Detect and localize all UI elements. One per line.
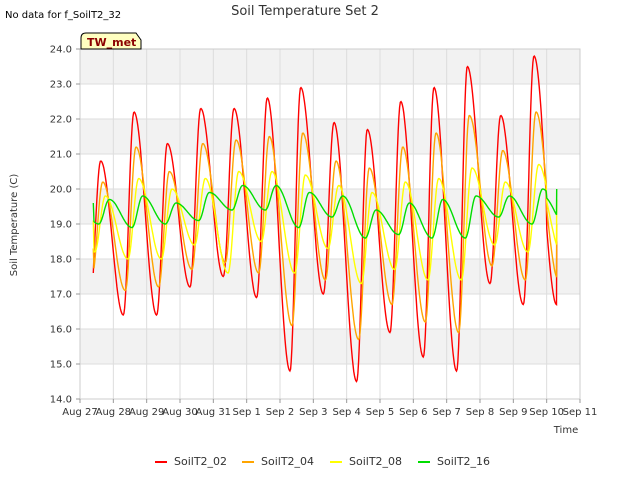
legend: SoilT2_02 SoilT2_04 SoilT2_08 SoilT2_16 — [155, 455, 490, 468]
series-line-soilt2-16 — [92, 184, 558, 239]
plot-band — [80, 259, 580, 294]
y-tick-label: 22.0 — [50, 115, 72, 126]
y-tick-label: 21.0 — [50, 150, 72, 161]
station-tag-shape — [80, 32, 142, 50]
x-tick-label: Sep 8 — [466, 407, 494, 418]
legend-label: SoilT2_08 — [349, 455, 402, 468]
y-tick-label: 20.0 — [50, 185, 72, 196]
legend-label: SoilT2_02 — [174, 455, 227, 468]
chart-title: Soil Temperature Set 2 — [231, 4, 379, 19]
x-tick-label: Aug 29 — [129, 407, 164, 418]
y-tick-label: 16.0 — [50, 325, 72, 336]
y-tick-label: 17.0 — [50, 290, 72, 301]
x-axis-label: Time — [553, 425, 578, 436]
y-tick-label: 23.0 — [50, 80, 72, 91]
y-axis-label: Soil Temperature (C) — [9, 174, 20, 277]
series-lines — [92, 54, 558, 383]
x-tick-label: Sep 10 — [529, 407, 564, 418]
plot-band — [80, 189, 580, 224]
series-line-soilt2-08 — [92, 163, 558, 285]
legend-label: SoilT2_16 — [437, 455, 490, 468]
y-axis-ticks: 14.0 15.0 16.0 17.0 18.0 19.0 20.0 21.0 22.0 23.0… — [50, 45, 80, 406]
x-tick-label: Aug 27 — [62, 407, 97, 418]
x-tick-label: Aug 31 — [196, 407, 231, 418]
x-tick-label: Sep 7 — [432, 407, 460, 418]
x-tick-label: Sep 1 — [232, 407, 260, 418]
y-tick-label: 15.0 — [50, 360, 72, 371]
y-tick-label: 18.0 — [50, 255, 72, 266]
x-tick-label: Sep 9 — [499, 407, 527, 418]
x-tick-label: Sep 3 — [299, 407, 327, 418]
station-tag: TW_met — [80, 32, 142, 50]
x-tick-label: Aug 28 — [96, 407, 131, 418]
plot-band — [80, 49, 580, 84]
plot-band — [80, 119, 580, 154]
x-tick-label: Sep 4 — [332, 407, 360, 418]
x-tick-label: Sep 11 — [563, 407, 598, 418]
y-tick-label: 24.0 — [50, 45, 72, 56]
legend-label: SoilT2_04 — [261, 455, 314, 468]
station-tag-text: TW_met — [87, 36, 136, 49]
y-tick-label: 14.0 — [50, 395, 72, 406]
x-tick-label: Sep 2 — [266, 407, 294, 418]
no-data-text: No data for f_SoilT2_32 — [5, 10, 121, 21]
x-tick-label: Sep 5 — [366, 407, 394, 418]
plot-bands — [80, 49, 580, 364]
y-tick-label: 19.0 — [50, 220, 72, 231]
x-tick-label: Sep 6 — [399, 407, 427, 418]
plot-band — [80, 329, 580, 364]
x-tick-label: Aug 30 — [162, 407, 197, 418]
series-line-soilt2-04 — [92, 111, 558, 341]
